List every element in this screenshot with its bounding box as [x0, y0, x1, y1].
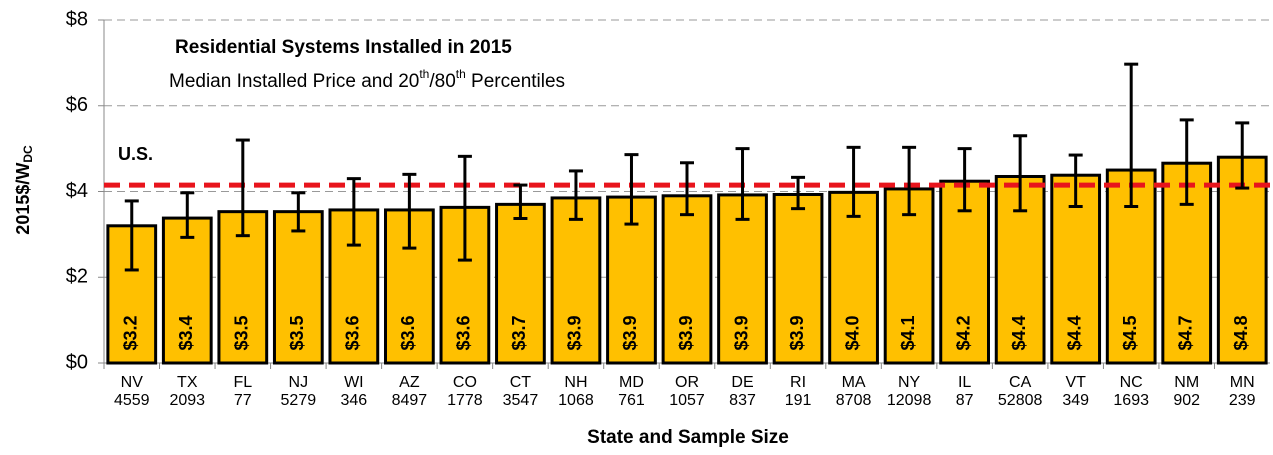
sample-size-label: 2093 [169, 392, 205, 409]
sample-size-label: 4559 [114, 392, 150, 409]
sample-size-label: 239 [1229, 392, 1256, 409]
sample-size-label: 902 [1173, 392, 1200, 409]
data-label: $3.7 [509, 315, 529, 350]
x-tick-label: NJ [289, 374, 309, 391]
bar [272, 210, 324, 365]
x-tick-label: MD [619, 374, 644, 391]
data-label: $4.8 [1231, 315, 1251, 350]
x-tick-label: RI [790, 374, 806, 391]
y-axis-title: 2015$/WDC [13, 145, 35, 235]
sample-size-label: 8708 [836, 392, 872, 409]
sample-size-label: 1693 [1113, 392, 1149, 409]
data-label: $3.2 [121, 315, 141, 350]
chart-title: Residential Systems Installed in 2015 [175, 37, 512, 58]
x-tick-label: OR [675, 374, 699, 391]
data-label: $4.4 [1064, 315, 1084, 350]
subtitle-sup: th [456, 67, 466, 81]
x-tick-label: MN [1230, 374, 1255, 391]
x-tick-label: DE [731, 374, 753, 391]
x-tick-label: VT [1065, 374, 1086, 391]
data-label: $3.6 [398, 315, 418, 350]
sample-size-label: 3547 [503, 392, 539, 409]
sample-size-label: 12098 [887, 392, 932, 409]
data-label: $4.0 [842, 315, 862, 350]
data-label: $3.9 [731, 315, 751, 350]
bar [495, 202, 546, 365]
x-tick-label: NC [1120, 374, 1143, 391]
sample-size-label: 837 [729, 392, 756, 409]
data-label: $4.2 [953, 315, 973, 350]
subtitle-sup: th [419, 67, 429, 81]
x-tick-label: WI [344, 374, 364, 391]
data-label: $3.9 [565, 315, 585, 350]
x-tick-label: TX [177, 374, 198, 391]
data-label: $3.5 [287, 315, 307, 350]
x-axis-title: State and Sample Size [587, 427, 789, 448]
sample-size-label: 87 [956, 392, 974, 409]
x-tick-label: NV [121, 374, 144, 391]
sample-size-label: 52808 [998, 392, 1043, 409]
x-tick-label: CT [510, 374, 532, 391]
x-tick-label: IL [958, 374, 971, 391]
bar [772, 193, 824, 365]
data-label: $4.4 [1009, 315, 1029, 350]
data-label: $3.9 [787, 315, 807, 350]
y-tick-label: $6 [66, 94, 88, 116]
bar [217, 210, 269, 365]
data-label: $4.5 [1120, 315, 1140, 350]
data-label: $3.5 [232, 315, 252, 350]
sample-size-label: 5279 [281, 392, 317, 409]
bar [883, 187, 935, 365]
data-label: $3.9 [676, 315, 696, 350]
y-tick-label: $4 [66, 180, 88, 202]
subtitle-part: Percentiles [466, 71, 565, 92]
bar [384, 208, 435, 365]
x-tick-label: AZ [399, 374, 420, 391]
y-axis-title-sub: DC [21, 145, 35, 163]
sample-size-label: 1057 [669, 392, 705, 409]
data-label: $3.9 [620, 315, 640, 350]
y-tick-label: $0 [66, 351, 88, 373]
sample-size-label: 77 [234, 392, 252, 409]
subtitle-part: Median Installed Price and 20 [169, 71, 419, 92]
data-label: $3.4 [176, 315, 196, 350]
data-label: $4.1 [898, 315, 918, 350]
subtitle-part: /80 [429, 71, 455, 92]
y-tick-label: $8 [66, 8, 88, 30]
x-tick-label: NM [1174, 374, 1199, 391]
bar [828, 190, 879, 365]
sample-size-label: 761 [618, 392, 645, 409]
sample-size-label: 349 [1062, 392, 1089, 409]
sample-size-label: 346 [341, 392, 368, 409]
data-label: $3.6 [343, 315, 363, 350]
x-tick-label: MA [842, 374, 866, 391]
reference-label: U.S. [118, 144, 153, 164]
x-tick-label: CA [1009, 374, 1032, 391]
sample-size-label: 1778 [447, 392, 483, 409]
sample-size-label: 1068 [558, 392, 594, 409]
chart-subtitle: Median Installed Price and 20th/80th Per… [169, 67, 565, 92]
bar [1050, 173, 1102, 365]
x-tick-label: FL [233, 374, 252, 391]
data-label: $4.7 [1175, 315, 1195, 350]
sample-size-label: 191 [785, 392, 812, 409]
x-tick-label: NH [564, 374, 587, 391]
x-tick-label: NY [898, 374, 921, 391]
sample-size-label: 8497 [392, 392, 428, 409]
bar [161, 216, 213, 365]
bar [717, 193, 768, 365]
y-axis-title-main: 2015$/W [13, 163, 33, 235]
bar [550, 196, 602, 365]
y-tick-label: $2 [66, 266, 88, 288]
bar [661, 194, 713, 365]
x-tick-label: CO [453, 374, 477, 391]
data-label: $3.6 [454, 315, 474, 350]
